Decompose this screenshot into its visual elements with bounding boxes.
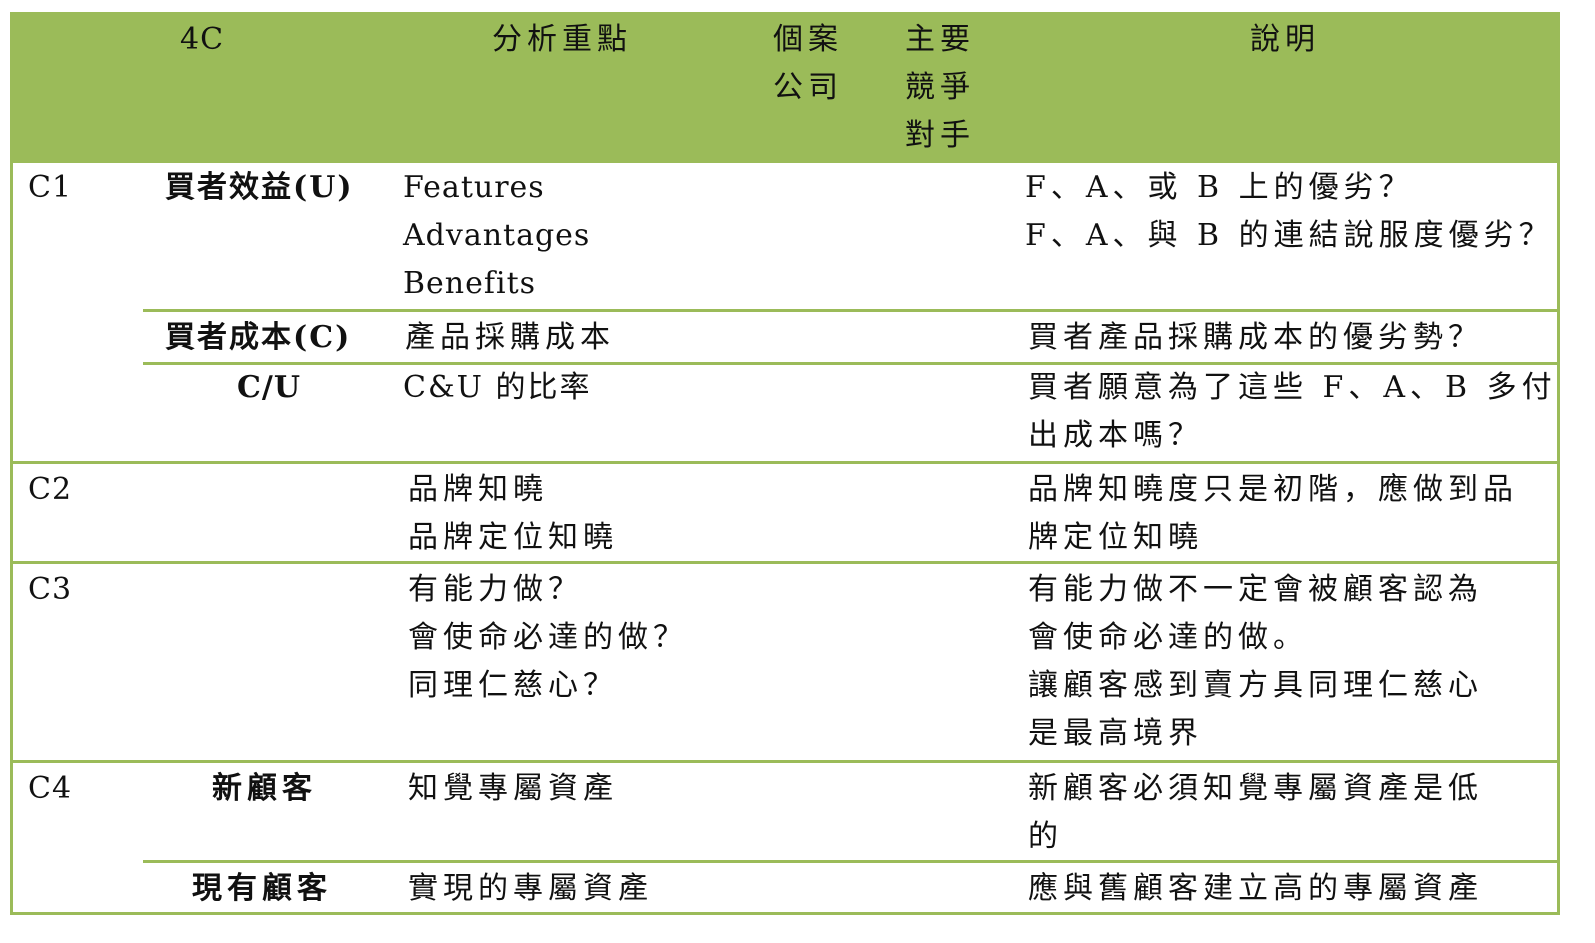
focus-c3: 有能力做？ 會使命必達的做？ 同理仁慈心？ [408,566,688,710]
header-line: 競爭 [905,70,975,105]
table-header [10,12,1560,163]
header-line: 個案 [773,22,843,57]
sublabel-ratio: C/U [237,370,301,405]
focus-cost: 產品採購成本 [405,320,615,355]
sublabel-existing-customer: 現有顧客 [192,871,332,906]
explain-existing-customer: 應與舊顧客建立高的專屬資產 [1028,871,1483,906]
sublabel-benefit: 買者效益(U) [165,170,354,205]
header-case-company: 個案 公司 [773,16,843,112]
header-competitor: 主要 競爭 對手 [905,16,975,160]
text-line: 品牌定位知曉 [408,520,618,555]
row-divider [10,461,1560,464]
explain-c2: 品牌知曉度只是初階，應做到品 牌定位知曉 [1028,466,1518,562]
row-label-c4: C4 [28,771,73,806]
text-line: 讓顧客感到賣方具同理仁慈心 [1028,668,1483,703]
focus-c2: 品牌知曉 品牌定位知曉 [408,466,618,562]
text-line: Advantages [403,218,591,253]
text-line: 同理仁慈心？ [408,668,618,703]
header-line: 對手 [905,118,975,153]
text-line: 牌定位知曉 [1028,520,1203,555]
focus-benefit: Features Advantages Benefits [403,164,590,308]
subrow-divider [143,362,1560,365]
text-line: 新顧客必須知覺專屬資產是低 [1028,771,1483,806]
header-4c: 4C [180,22,225,57]
header-explain: 說明 [1250,22,1320,57]
text-line: 會使命必達的做？ [408,620,688,655]
row-divider [10,561,1560,564]
explain-ratio: 買者願意為了這些 F、A、B 多付 出成本嗎？ [1028,364,1557,460]
text-line: 品牌知曉度只是初階，應做到品 [1028,472,1518,507]
text-line: 會使命必達的做。 [1028,620,1308,655]
row-label-c2: C2 [28,472,73,507]
text-line: 買者願意為了這些 F、A、B 多付 [1028,370,1557,405]
focus-new-customer: 知覺專屬資產 [408,771,618,806]
sublabel-cost: 買者成本(C) [165,320,352,355]
text-line: 是最高境界 [1028,716,1203,751]
focus-ratio: C&U 的比率 [403,370,592,405]
focus-existing-customer: 實現的專屬資產 [408,871,653,906]
text-line: 的 [1028,819,1063,854]
text-line: 有能力做？ [408,572,583,607]
table-bottom-border [10,912,1560,915]
text-line: F、A、或 B 上的優劣？ [1025,170,1414,205]
text-line: 有能力做不一定會被顧客認為 [1028,572,1483,607]
explain-benefit: F、A、或 B 上的優劣？ F、A、與 B 的連結說服度優劣？ [1025,164,1554,260]
text-line: Benefits [403,266,537,301]
header-line: 主要 [905,22,975,57]
table-left-border [10,163,13,915]
text-line: F、A、與 B 的連結說服度優劣？ [1025,218,1554,253]
row-label-c3: C3 [28,572,73,607]
header-focus: 分析重點 [492,22,632,57]
row-label-c1: C1 [28,170,73,205]
explain-c3: 有能力做不一定會被顧客認為 會使命必達的做。 讓顧客感到賣方具同理仁慈心 是最高… [1028,566,1483,758]
table-right-border [1557,163,1560,915]
text-line: 品牌知曉 [408,472,548,507]
sublabel-new-customer: 新顧客 [212,771,317,806]
explain-cost: 買者產品採購成本的優劣勢？ [1028,320,1483,355]
text-line: Features [403,170,545,205]
row-divider [10,760,1560,763]
subrow-divider [143,309,1560,312]
explain-new-customer: 新顧客必須知覺專屬資產是低 的 [1028,765,1483,861]
subrow-divider [143,860,1560,863]
header-line: 公司 [773,70,843,105]
text-line: 出成本嗎？ [1028,418,1203,453]
